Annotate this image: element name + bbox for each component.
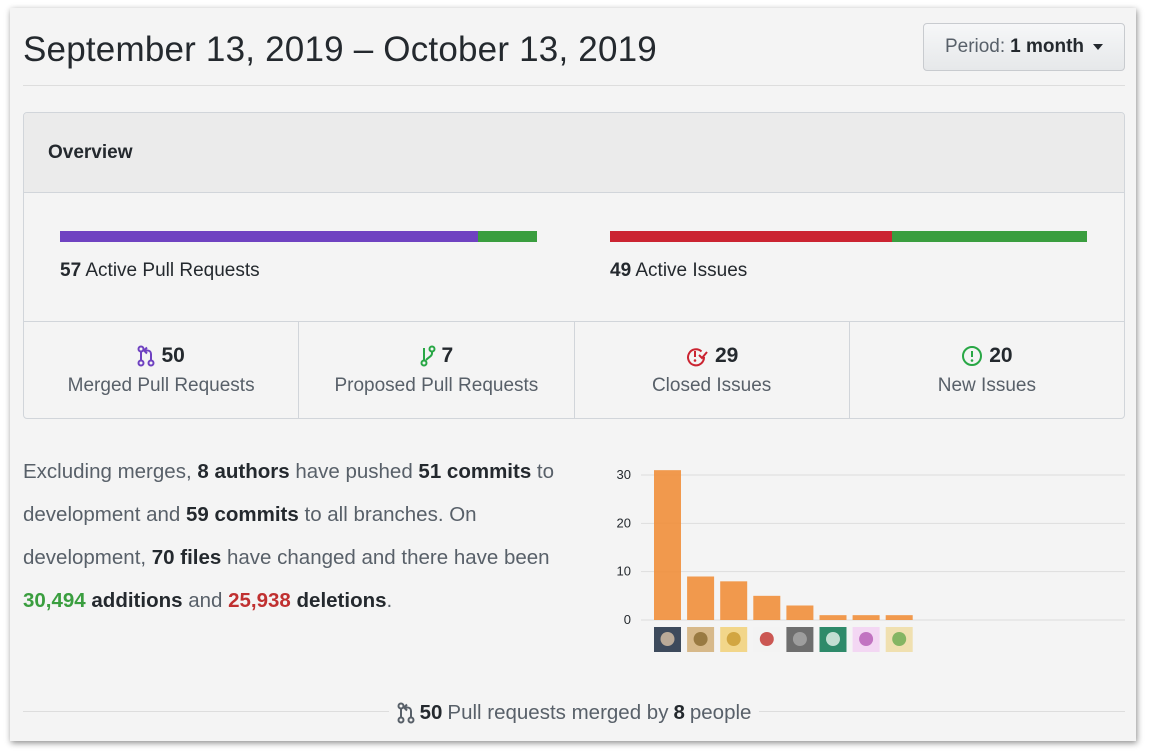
commits-by-author-chart: 0 10 20 30 — [617, 467, 1125, 652]
closed-issues-value: 29 — [714, 344, 739, 367]
authors-count: 8 authors — [197, 460, 290, 483]
active-pull-requests-caption: 57 Active Pull Requests — [60, 260, 537, 282]
summary-text: . — [386, 589, 393, 612]
git-pull-request-icon — [420, 345, 436, 367]
chart-y-tick-label: 0 — [624, 612, 631, 627]
open-issues-segment — [892, 231, 1087, 242]
chart-y-tick-label: 30 — [617, 467, 631, 482]
summary-text: to development and — [23, 460, 555, 526]
pull-requests-ratio-bar — [60, 231, 537, 242]
chart-y-tick-label: 20 — [617, 515, 631, 530]
chart-bar — [786, 605, 814, 620]
period-value: 1 month — [1010, 36, 1085, 57]
active-issues-label: Active Issues — [635, 260, 748, 281]
stat-closed-issues[interactable]: 29 Closed Issues — [575, 322, 850, 418]
author-avatar-figure — [726, 632, 741, 646]
open-pr-segment — [478, 231, 537, 242]
new-issues-value: 20 — [989, 344, 1013, 367]
footer-text: people — [689, 701, 752, 724]
additions-word: additions — [91, 589, 183, 612]
people-count: 8 — [673, 701, 685, 724]
deletions-count: 25,938 — [228, 589, 291, 612]
closed-issues-segment — [610, 231, 893, 242]
active-issues-summary[interactable]: 49 Active Issues — [610, 231, 1087, 282]
new-issues-label: New Issues — [937, 375, 1036, 396]
author-avatar-figure — [759, 632, 774, 646]
merged-summary-footer: 50 Pull requests merged by 8 people — [23, 701, 1125, 730]
stat-proposed-pull-requests[interactable]: 7 Proposed Pull Requests — [299, 322, 575, 418]
chart-bar — [819, 615, 847, 620]
summary-text: Excluding merges, — [23, 460, 198, 483]
overview-box: Overview 57 Active Pull Requests 49 — [23, 112, 1125, 419]
footer-text: Pull requests merged by — [447, 701, 669, 724]
issue-closed-icon — [686, 348, 708, 367]
git-merge-icon — [397, 702, 415, 724]
chart-bar — [687, 576, 715, 620]
stat-merged-pull-requests[interactable]: 50 Merged Pull Requests — [24, 322, 300, 418]
period-dropdown-button[interactable]: Period: 1 month — [923, 23, 1125, 71]
active-pull-requests-summary[interactable]: 57 Active Pull Requests — [60, 231, 537, 282]
date-range-title: September 13, 2019 – October 13, 2019 — [23, 30, 657, 69]
issues-ratio-bar — [610, 231, 1087, 242]
commits-development-count: 51 commits — [418, 460, 532, 483]
period-label: Period: — [944, 36, 1006, 57]
active-pr-count: 57 — [60, 260, 82, 281]
chart-bar — [885, 615, 913, 620]
summary-text: have changed and there have been — [221, 546, 550, 569]
chart-bar — [654, 470, 681, 620]
chart-y-tick-label: 10 — [617, 564, 631, 579]
proposed-pr-value: 7 — [441, 344, 454, 367]
header-divider — [23, 85, 1125, 86]
author-avatar-figure — [693, 632, 708, 646]
additions-count: 30,494 — [23, 589, 86, 612]
author-avatar-figure — [859, 632, 874, 646]
pulse-panel: September 13, 2019 – October 13, 2019 Pe… — [10, 8, 1136, 741]
overview-stats: 50 Merged Pull Requests 7 Proposed Pull … — [24, 322, 1124, 418]
deletions-word: deletions — [296, 589, 387, 612]
summary-text: and — [182, 589, 229, 612]
chart-bar — [720, 581, 748, 620]
overview-bars: 57 Active Pull Requests 49 Active Issues — [24, 193, 1124, 322]
merged-pr-total: 50 — [419, 701, 443, 724]
summary-text: to all branches. On development, — [23, 503, 477, 569]
merged-pr-segment — [60, 231, 479, 242]
author-avatar-figure — [892, 632, 907, 646]
git-merge-icon — [137, 345, 155, 367]
active-pr-label: Active Pull Requests — [85, 260, 260, 281]
merged-pr-label: Merged Pull Requests — [67, 375, 255, 396]
chart-bar — [753, 595, 781, 620]
overview-header: Overview — [24, 113, 1124, 193]
summary-text: have pushed — [289, 460, 419, 483]
author-avatar-figure — [826, 632, 840, 646]
closed-issues-label: Closed Issues — [651, 375, 772, 396]
author-avatar-figure — [792, 632, 807, 646]
commits-all-count: 59 commits — [185, 503, 299, 526]
author-avatar-figure — [660, 632, 675, 646]
stat-new-issues[interactable]: 20 New Issues — [850, 322, 1124, 418]
issue-opened-icon — [962, 346, 983, 366]
chart-bar — [852, 615, 880, 620]
pulse-page: September 13, 2019 – October 13, 2019 Pe… — [23, 8, 1125, 741]
commit-summary-text: Excluding merges, 8 authors have pushed … — [23, 450, 568, 622]
caret-down-icon — [1093, 44, 1104, 50]
proposed-pr-label: Proposed Pull Requests — [334, 375, 539, 396]
files-changed-count: 70 files — [151, 546, 222, 569]
active-issues-count: 49 — [610, 260, 632, 281]
merged-pr-value: 50 — [161, 344, 185, 367]
active-issues-caption: 49 Active Issues — [610, 260, 1087, 282]
